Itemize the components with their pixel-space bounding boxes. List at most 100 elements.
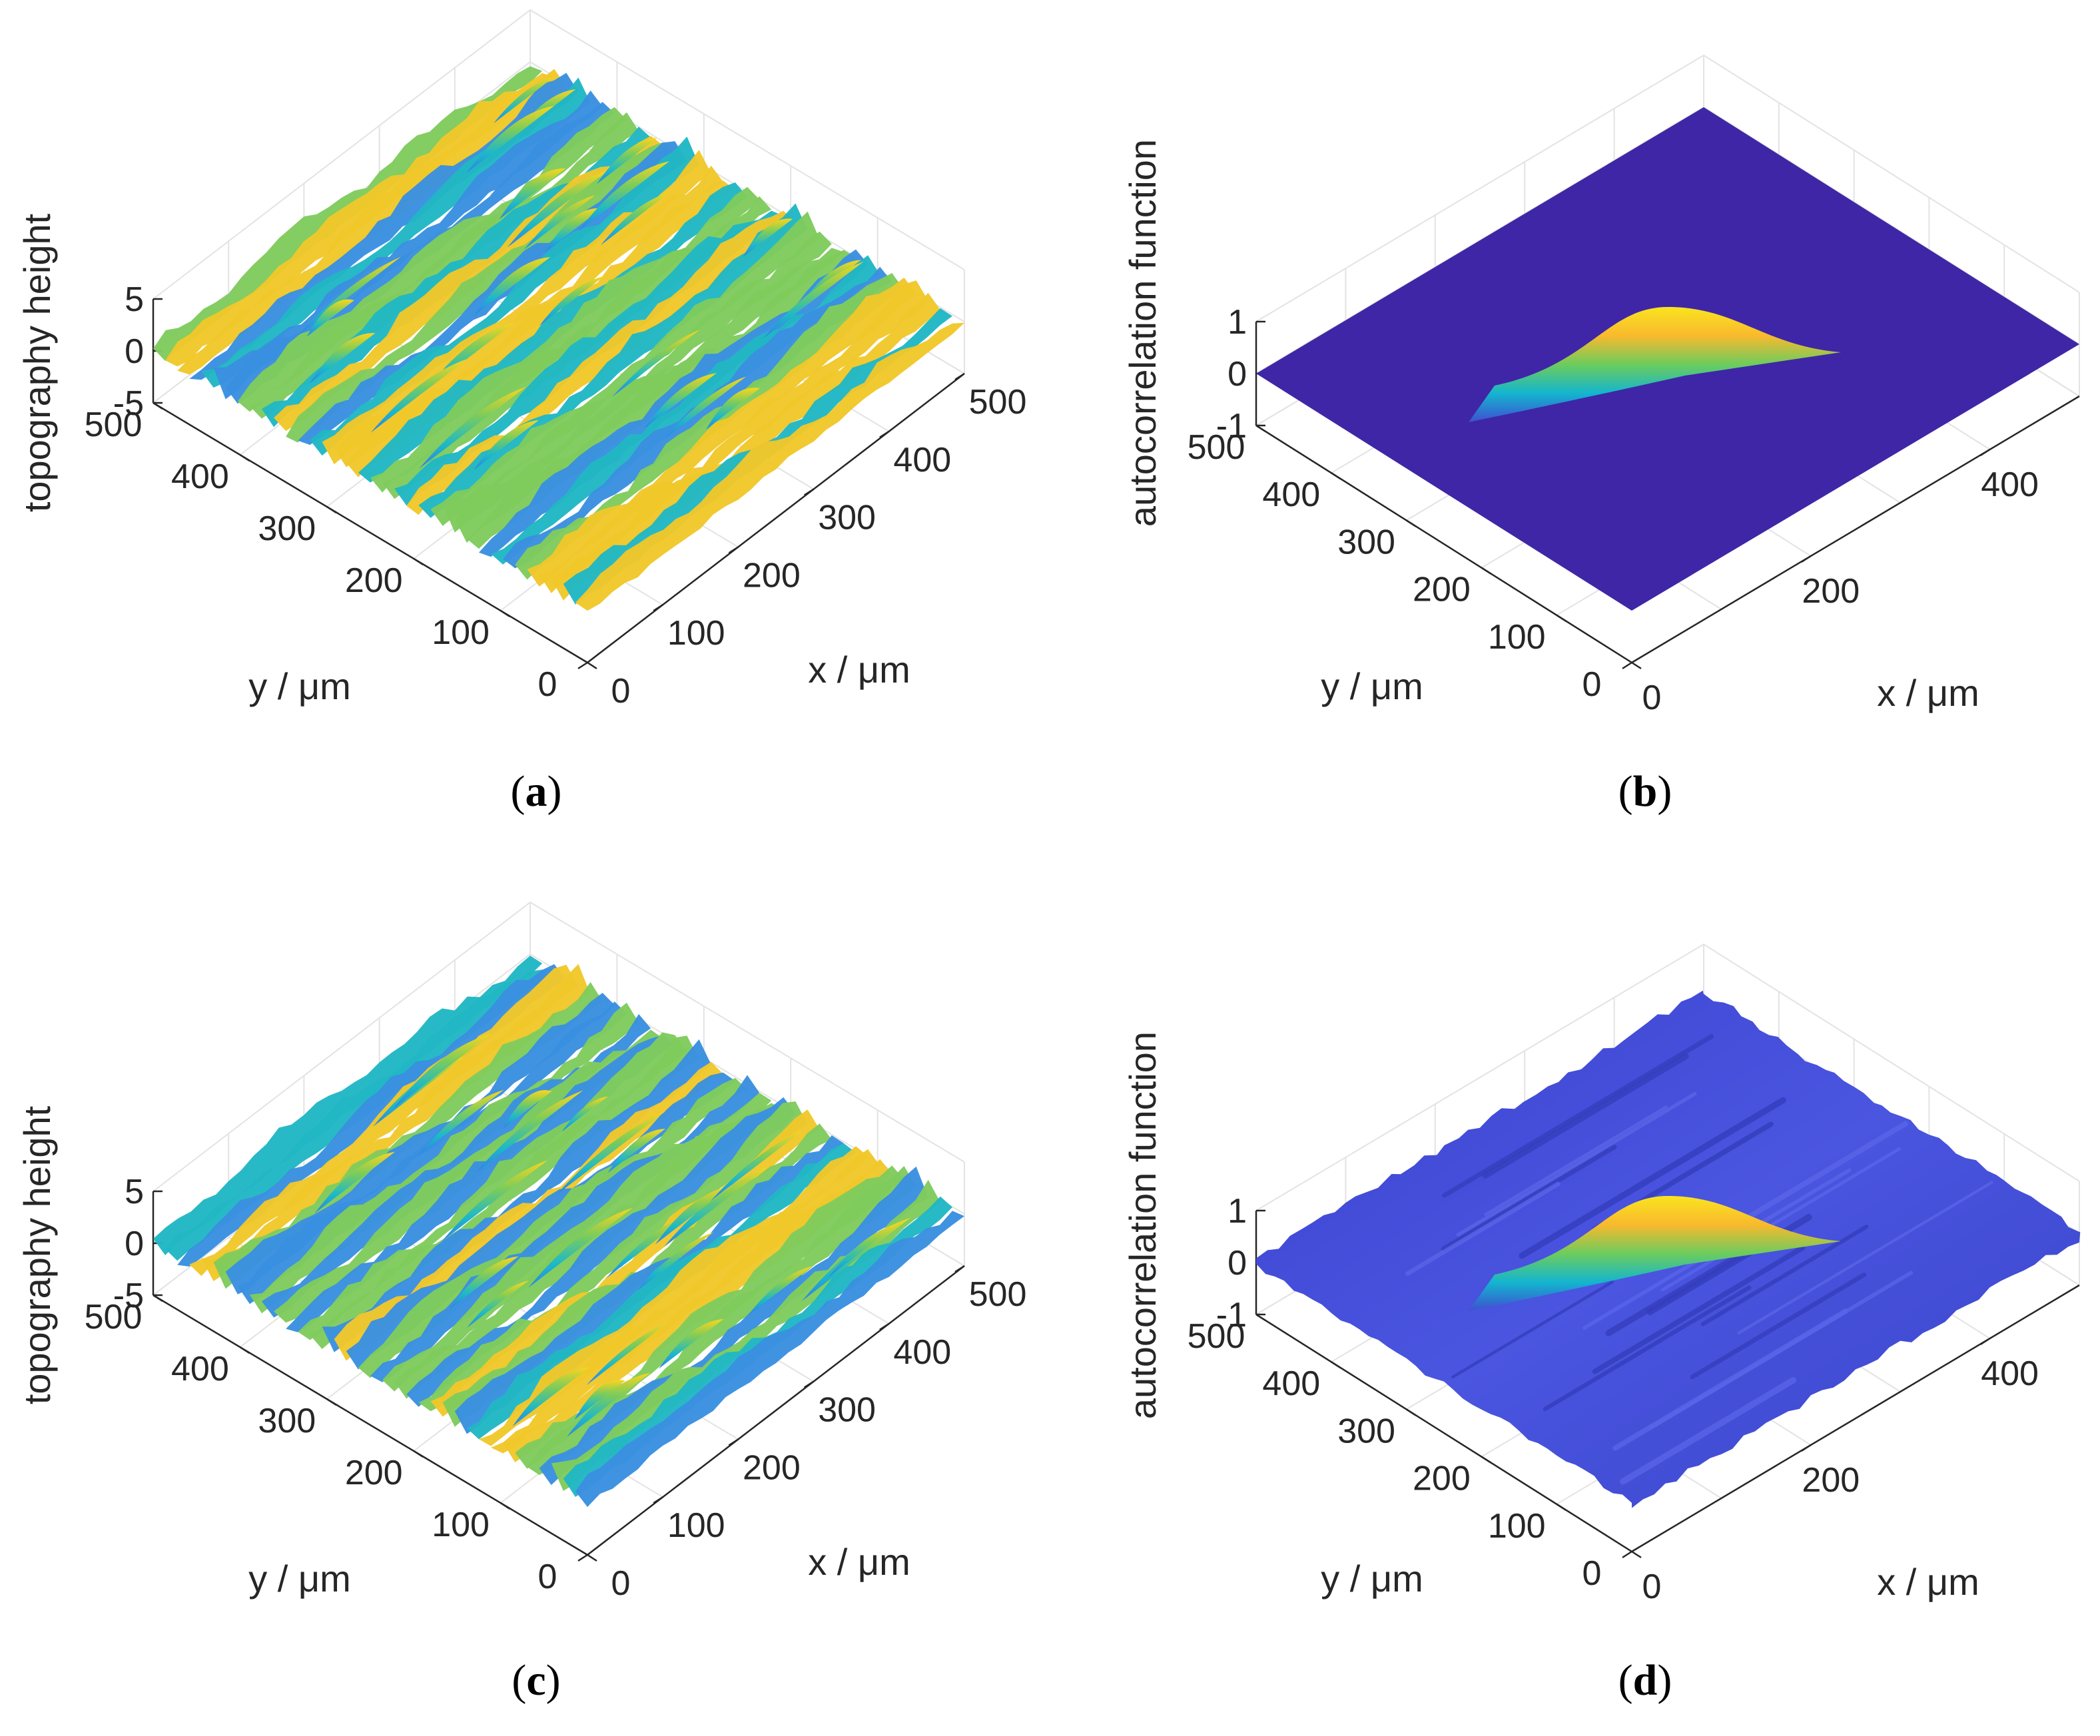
surface-ridge	[663, 376, 747, 439]
surface-ridge	[474, 257, 551, 316]
surface-strip	[286, 1035, 675, 1332]
x-axis-label: x / μm	[808, 649, 910, 691]
surface-strip	[310, 137, 699, 456]
surface-ridge	[637, 1232, 714, 1291]
surface-strip	[370, 1075, 760, 1382]
x-axis-line	[587, 373, 965, 663]
surface-ripple	[1482, 1053, 1689, 1179]
y-tick-label: 300	[258, 509, 316, 548]
surface-ridge	[370, 359, 467, 433]
surface-ridge	[555, 1111, 666, 1196]
surface-ripple	[1700, 1225, 1869, 1326]
surface-strip	[189, 964, 579, 1277]
surface-ridge	[314, 1151, 396, 1214]
y-tick-mark	[1481, 567, 1492, 575]
z-tick-label: 5	[125, 280, 144, 319]
y-tick-label: 500	[1188, 428, 1245, 467]
z-tick-label: 5	[125, 1173, 144, 1211]
surface-strip	[575, 322, 964, 611]
y-tick-mark	[1481, 1456, 1492, 1464]
z-tick-label: -5	[113, 384, 144, 423]
x-tick-label: 300	[818, 1391, 876, 1430]
surface-ripple	[1648, 1271, 1914, 1430]
y-tick-label: 500	[85, 406, 143, 444]
panel-caption: (c)	[512, 1656, 560, 1705]
surface-ridge	[449, 1256, 519, 1310]
surface-ridge	[747, 1266, 813, 1316]
x-axis-line	[1631, 1284, 2080, 1553]
x-tick-label: 500	[969, 1275, 1027, 1314]
x-tick-label: 400	[893, 1333, 951, 1372]
panel-d: 0 200 400 0 100 200 300 400 500-1 0 1 x / μm y / μm a…	[1122, 943, 2081, 1705]
panel-b: 0 200 400 0 100 200 300 400 500-1 0 1 x / μm y / μm a…	[1122, 54, 2080, 816]
y-tick-mark	[239, 1346, 250, 1354]
x-tick-mark	[879, 430, 890, 438]
surface-ridge	[306, 299, 355, 337]
surface-ridge	[507, 170, 607, 248]
x-axis-label: x / μm	[1877, 672, 1979, 714]
surface-ripple	[1441, 1145, 1617, 1251]
y-tick-mark	[1556, 614, 1567, 622]
z-tick-label: 0	[1227, 355, 1247, 394]
surface-ripple	[1737, 1181, 1993, 1334]
surface-ripple	[1456, 1091, 1697, 1237]
surface-strip	[503, 266, 892, 569]
surface-strip	[249, 1002, 639, 1314]
surface-strip	[201, 964, 591, 1281]
gridline	[153, 901, 965, 1192]
y-tick-mark	[1556, 1503, 1567, 1511]
y-tick-mark	[1405, 519, 1417, 527]
x-tick-label: 200	[1802, 1461, 1860, 1500]
caption-letter: b	[1633, 767, 1658, 816]
surface-ridge	[524, 195, 595, 250]
surface	[153, 66, 964, 611]
surface-strip	[430, 211, 820, 526]
surface-ridge	[476, 1090, 583, 1173]
x-tick-mark	[1622, 1550, 1632, 1559]
surface	[153, 956, 964, 1508]
x-axis-label: x / μm	[1877, 1561, 1979, 1603]
y-tick-label: 200	[1413, 1460, 1471, 1498]
surface-strip	[406, 1097, 796, 1407]
surface-ridge	[545, 208, 602, 252]
z-tick-label: 0	[1227, 1244, 1247, 1283]
y-tick-mark	[1631, 1550, 1642, 1559]
x-tick-mark	[1801, 1444, 1812, 1452]
surface-ripple	[1519, 1097, 1786, 1259]
y-tick-label: 100	[1488, 618, 1546, 657]
y-tick-mark	[1631, 661, 1642, 670]
surface-ridge	[310, 333, 376, 384]
x-tick-label: 0	[611, 1564, 631, 1603]
surface-strip	[430, 1109, 820, 1417]
surface-ridge	[763, 261, 864, 339]
surface-ripple	[1605, 1245, 1754, 1336]
y-tick-mark	[326, 505, 337, 514]
gridline	[1255, 54, 2080, 322]
y-tick-label: 0	[1582, 665, 1602, 704]
surface-ridge	[528, 1207, 633, 1289]
y-tick-label: 300	[258, 1402, 316, 1440]
surface-ridge	[586, 1322, 669, 1386]
y-tick-mark	[587, 661, 597, 670]
surface-strip	[177, 964, 567, 1267]
x-tick-label: 200	[743, 1448, 801, 1487]
surface-ridge	[419, 387, 526, 469]
surface	[1256, 990, 2081, 1508]
z-tick-label: 0	[125, 332, 144, 371]
surface-ridge	[418, 1089, 504, 1155]
surface-ridge	[502, 1090, 552, 1129]
surface-ripple	[1543, 1285, 1752, 1412]
y-axis-label: y / μm	[1321, 1558, 1423, 1599]
surface	[1256, 107, 2079, 611]
gridline	[153, 9, 965, 300]
x-tick-label: 500	[969, 383, 1027, 422]
y-tick-label: 0	[538, 1558, 557, 1596]
surface-ridge	[706, 388, 760, 430]
y-tick-label: 400	[1262, 1364, 1320, 1403]
y-axis-line	[1255, 424, 1632, 664]
x-tick-label: 100	[667, 614, 725, 653]
y-tick-mark	[1405, 1408, 1417, 1416]
x-tick-mark	[653, 1496, 663, 1504]
y-tick-label: 100	[1488, 1507, 1546, 1546]
